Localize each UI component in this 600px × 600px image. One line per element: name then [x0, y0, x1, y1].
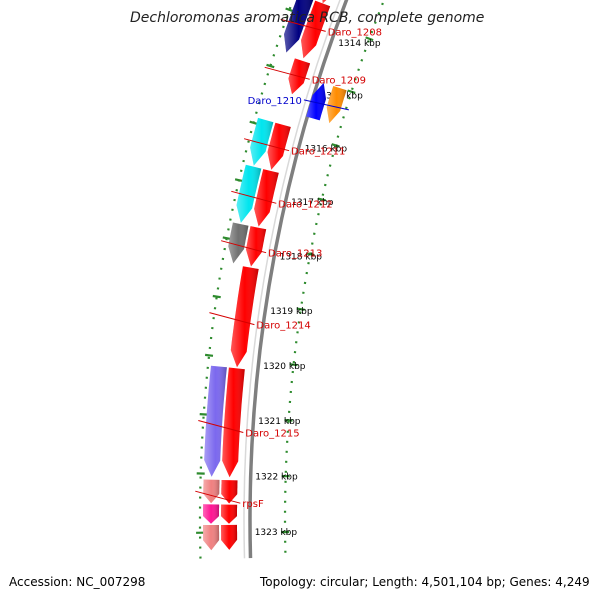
gene-arrow-shade [254, 169, 279, 227]
backbone [243, 0, 349, 559]
coordinate-dots [198, 0, 386, 560]
tick-mark [199, 413, 208, 416]
gene-label[interactable]: Daro_1210 [248, 96, 302, 107]
tick-mark [249, 120, 258, 125]
tick-label: 1318 kbp [280, 252, 323, 262]
gene-label-leader [243, 138, 290, 152]
gene-label[interactable]: Daro_1213 [268, 249, 322, 260]
tick-mark [296, 307, 305, 311]
gene-feature-shade [306, 82, 326, 121]
gene-label-leader [264, 66, 310, 80]
gene-label[interactable]: Daro_1215 [245, 429, 299, 440]
gene-label[interactable]: Daro_1212 [278, 199, 332, 210]
gene-feature-shade [228, 222, 249, 264]
tick-mark [222, 236, 231, 240]
tick-mark [285, 7, 294, 13]
tick-mark [204, 353, 214, 357]
gene-label[interactable]: Daro_1214 [256, 321, 310, 332]
gene-label[interactable]: rpsF [242, 499, 264, 510]
gene-label-leader [303, 99, 350, 111]
gene-arrow-shade [230, 266, 259, 368]
tick-label: 1322 kbp [255, 473, 298, 483]
gene-label-leader [231, 190, 277, 204]
tick-mark [289, 363, 298, 367]
gene-arrow-shade [246, 226, 267, 267]
gene-label-leader [220, 240, 267, 254]
gene-feature-shade [250, 117, 274, 166]
tick-label: 1314 kbp [338, 39, 381, 49]
map-title: Dechloromonas aromatica RCB, complete ge… [130, 10, 484, 26]
gene-label-leader [198, 420, 244, 433]
gene-arrow-shade [301, 0, 331, 59]
gene-label[interactable]: Daro_1208 [328, 27, 382, 38]
tick-mark [266, 63, 275, 69]
accession-text: Accession: NC_007298 [9, 575, 145, 589]
tick-mark [331, 143, 340, 148]
gene-label-leader [209, 312, 255, 326]
tick-mark [234, 178, 244, 183]
outer-dotted-ring [283, 0, 386, 558]
gene-label-leader [195, 490, 241, 504]
tick-mark [212, 294, 221, 299]
backbone-line [248, 0, 349, 559]
tick-mark [365, 36, 374, 42]
gene-arrow-shade [221, 480, 238, 504]
gene-arrow-shade [222, 367, 245, 478]
gene-arrow-shade [322, 0, 327, 4]
tick-mark [317, 197, 326, 202]
gene-arrow-shade [221, 524, 238, 550]
tick-label: 1316 kbp [305, 145, 348, 155]
gene-labels: Daro_1207Daro_1208Daro_1209Daro_1210Daro… [195, 18, 382, 510]
inner-dotted-ring [198, 0, 295, 560]
gene-feature-shade [203, 504, 220, 524]
tick-label: 1317 kbp [291, 198, 334, 208]
gene-label[interactable]: Daro_1211 [291, 147, 345, 158]
topology-text: Topology: circular; Length: 4,501,104 bp… [259, 575, 590, 589]
gene-feature-shade [204, 365, 227, 477]
gene-feature-shade [284, 0, 314, 53]
tick-mark [284, 418, 293, 422]
gene-features [203, 0, 347, 551]
gene-label[interactable]: Daro_1209 [312, 75, 366, 86]
tick-label: 1323 kbp [255, 528, 298, 538]
tick-label: 1319 kbp [270, 307, 313, 317]
gene-arrow-shade [221, 504, 238, 524]
backbone-highlight [243, 0, 341, 559]
gene-feature-shade [203, 525, 220, 551]
gene-feature-shade [203, 479, 220, 504]
gene-arrow-shade [326, 86, 347, 124]
gene-feature-shade [236, 164, 262, 223]
tick-mark [347, 89, 356, 94]
gene-arrow-shade [267, 122, 291, 170]
gene-label-leader [280, 18, 326, 32]
tick-mark [306, 252, 315, 256]
tick-label: 1320 kbp [263, 362, 306, 372]
tick-label: 1321 kbp [258, 417, 301, 427]
